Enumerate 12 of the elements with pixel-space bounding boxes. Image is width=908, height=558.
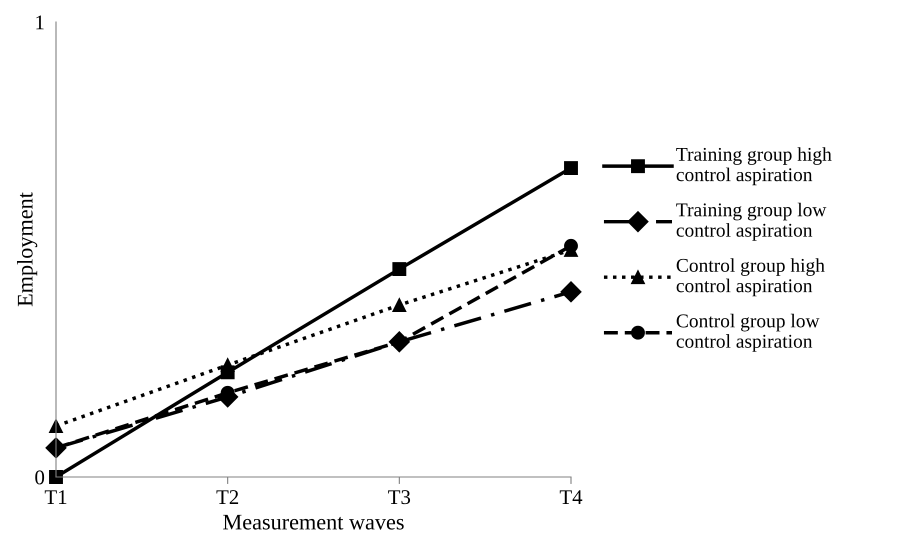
y-axis-title: Employment: [17, 192, 38, 306]
x-tick-label: T3: [388, 490, 410, 504]
x-axis-title: Measurement waves: [223, 514, 404, 530]
legend-label: Control group high control aspiration: [676, 258, 825, 296]
x-tick-label: T4: [560, 490, 582, 504]
legend-label: Training group high control aspiration: [676, 147, 832, 186]
legend-label: Control group low control aspiration: [676, 314, 820, 352]
x-tick-label: T1: [44, 490, 66, 504]
y-tick-label: 0: [35, 470, 44, 484]
x-tick-label: T2: [216, 490, 238, 504]
legend-label: Training group low control aspiration: [676, 202, 826, 241]
y-tick-label: 1: [36, 15, 44, 30]
